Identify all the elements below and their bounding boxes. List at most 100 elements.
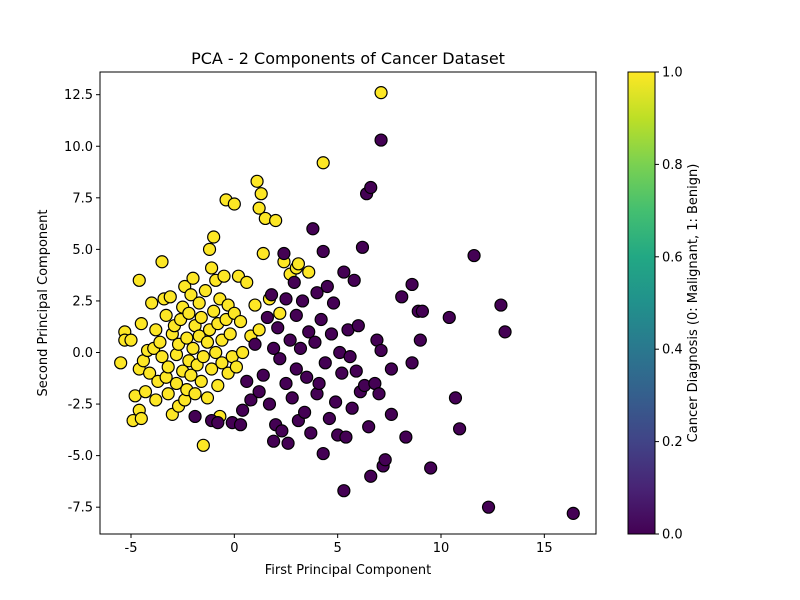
data-point xyxy=(343,350,357,364)
data-point xyxy=(351,319,365,333)
y-tick-label: 7.5 xyxy=(72,191,93,206)
data-point xyxy=(329,395,343,409)
x-axis: -5 0 5 10 15 xyxy=(125,534,553,556)
data-point xyxy=(267,434,281,448)
data-point xyxy=(308,335,322,349)
data-point xyxy=(262,397,277,411)
data-point xyxy=(200,391,215,405)
colorbar-tick-label: 0.6 xyxy=(662,250,683,265)
x-tick-label: 5 xyxy=(334,541,342,556)
data-point xyxy=(277,246,291,261)
x-tick-label: 10 xyxy=(433,541,450,556)
data-point xyxy=(252,201,266,215)
data-point xyxy=(566,506,580,520)
data-point xyxy=(335,366,349,380)
data-point xyxy=(372,387,386,401)
data-point xyxy=(161,360,175,374)
data-point xyxy=(196,438,210,452)
data-point xyxy=(322,411,336,426)
data-point xyxy=(355,240,370,254)
data-point xyxy=(124,333,138,347)
data-point xyxy=(163,290,177,304)
x-tick-label: 15 xyxy=(536,541,553,556)
data-point xyxy=(467,248,481,263)
data-point xyxy=(320,279,334,294)
data-point xyxy=(153,335,167,349)
y-axis: -7.5 -5.0 -2.5 0.0 2.5 5.0 7.5 10.0 12.5 xyxy=(64,88,100,516)
data-point xyxy=(248,298,262,312)
data-point xyxy=(155,350,169,364)
data-point xyxy=(384,407,398,421)
data-point xyxy=(159,308,173,322)
data-point xyxy=(205,362,219,376)
data-point xyxy=(233,418,248,432)
data-point xyxy=(374,86,388,100)
plot-frame xyxy=(99,71,597,535)
data-point xyxy=(149,323,163,337)
data-point xyxy=(138,385,153,399)
data-point xyxy=(200,335,215,349)
scatter-points xyxy=(114,86,580,520)
data-point xyxy=(302,265,316,279)
data-point xyxy=(229,360,243,374)
data-point xyxy=(236,345,250,360)
data-point xyxy=(236,403,250,417)
data-point xyxy=(399,430,413,444)
colorbar: 0.0 0.2 0.4 0.6 0.8 1.0 Cancer Diagnosis (0: … xyxy=(627,66,701,543)
data-point xyxy=(384,362,398,376)
data-point xyxy=(180,331,194,345)
data-point xyxy=(337,265,351,279)
data-point xyxy=(132,273,146,287)
data-point xyxy=(260,310,274,325)
data-point xyxy=(143,366,157,380)
data-point xyxy=(345,401,359,415)
data-point xyxy=(295,294,310,308)
data-point xyxy=(194,310,208,325)
y-tick-label: -7.5 xyxy=(68,501,93,516)
data-point xyxy=(233,314,248,329)
data-point xyxy=(240,374,254,388)
data-point xyxy=(304,426,318,440)
data-point xyxy=(186,341,200,355)
data-point xyxy=(405,277,419,292)
data-point xyxy=(256,246,270,261)
colorbar-tick-label: 0.0 xyxy=(662,528,683,543)
data-point xyxy=(250,174,264,188)
y-tick-label: 0.0 xyxy=(72,346,93,361)
data-point xyxy=(182,306,196,320)
y-tick-label: 2.5 xyxy=(72,294,93,309)
data-point xyxy=(364,469,378,483)
data-point xyxy=(374,343,388,358)
colorbar-tick-label: 0.8 xyxy=(662,158,683,173)
data-point xyxy=(248,337,262,351)
data-point xyxy=(395,290,409,304)
data-point xyxy=(273,306,287,320)
y-tick-label: 12.5 xyxy=(64,88,93,103)
data-point xyxy=(188,409,202,424)
colorbar-gradient xyxy=(627,71,656,535)
colorbar-ticks: 0.0 0.2 0.4 0.6 0.8 1.0 xyxy=(655,66,683,543)
data-point xyxy=(347,273,361,287)
data-point xyxy=(271,321,285,335)
data-point xyxy=(169,376,184,391)
x-tick-label: 0 xyxy=(230,541,238,556)
data-point xyxy=(318,356,332,370)
data-point xyxy=(194,374,208,388)
data-point xyxy=(217,269,231,283)
data-point xyxy=(256,368,270,382)
data-point xyxy=(275,424,289,438)
data-point xyxy=(202,242,217,256)
colorbar-tick-label: 1.0 xyxy=(662,66,683,81)
data-point xyxy=(267,341,281,355)
y-tick-label: 5.0 xyxy=(72,243,93,258)
y-axis-label: Second Principal Component xyxy=(36,210,51,397)
data-point xyxy=(316,156,330,170)
colorbar-tick-label: 0.4 xyxy=(662,343,683,358)
data-point xyxy=(279,376,293,391)
data-point xyxy=(192,296,206,310)
data-point xyxy=(312,376,326,391)
data-point xyxy=(442,310,456,325)
data-point xyxy=(184,368,198,382)
y-tick-label: -2.5 xyxy=(68,398,93,413)
